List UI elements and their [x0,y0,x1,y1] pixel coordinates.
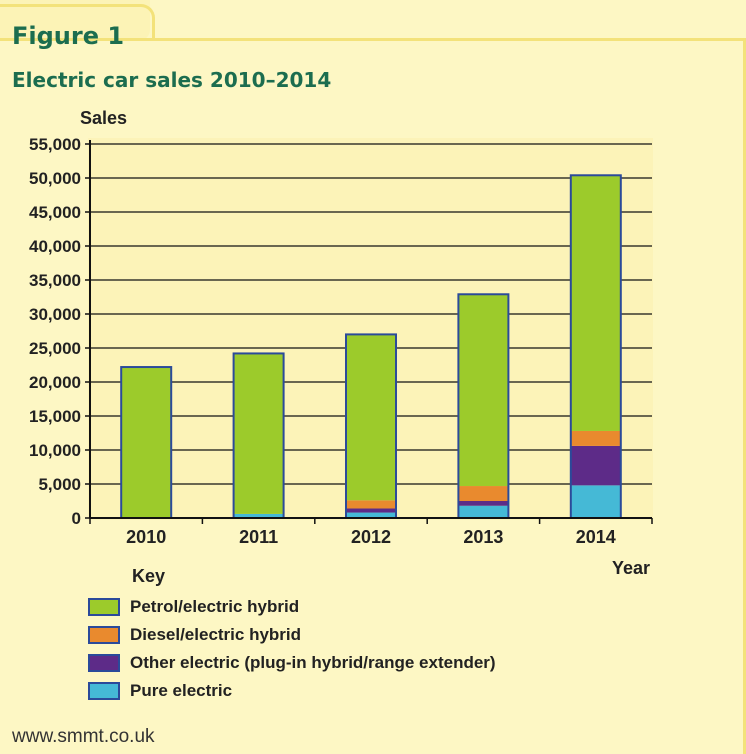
legend-item: Diesel/electric hybrid [88,625,301,645]
y-tick-label: 15,000 [29,407,81,426]
bar-segment [346,512,396,518]
legend-label: Diesel/electric hybrid [130,625,302,644]
bar-segment [458,486,509,501]
legend-swatch [88,598,120,616]
legend-item: Other electric (plug-in hybrid/range ext… [88,653,496,673]
legend-item: Petrol/electric hybrid [88,597,299,617]
x-axis-label: Year [612,558,650,578]
x-tick-label: 2011 [239,527,278,547]
axes [89,140,653,524]
bar-segment [458,501,509,506]
legend-swatch [88,682,120,700]
figure-label: Figure 1 [12,22,125,50]
figure-frame-right [743,38,746,754]
legend-label: Other electric (plug-in hybrid/range ext… [130,653,496,672]
y-tick-label: 10,000 [29,441,81,460]
y-tick-label: 40,000 [29,237,81,256]
bar-chart: 0 5,000 10,000 15,000 20,000 25,000 30,000 35,0… [29,108,653,578]
bar-segment [346,508,396,513]
bar-segment [458,505,509,518]
chart-title: Electric car sales 2010–2014 [12,68,332,92]
legend-label: Pure electric [130,681,233,700]
y-tick-label: 30,000 [29,305,81,324]
bar-segment [570,445,621,486]
bar-segment [570,485,621,518]
bar-segment [121,367,172,518]
bar-segment [570,175,621,431]
y-tick-labels: 0 5,000 10,000 15,000 20,000 25,000 30,000 35,0… [29,135,81,528]
legend-item: Pure electric [88,681,232,701]
y-tick-label: 20,000 [29,373,81,392]
legend-swatch [88,654,120,672]
bar-segment [233,353,284,514]
legend-swatch [88,626,120,644]
key-title: Key [132,566,166,586]
x-tick-label: 2013 [463,527,503,547]
figure-tab-edge [130,4,155,41]
figure-frame [0,38,746,754]
y-tick-label: 55,000 [29,135,81,154]
bar-segment [233,513,284,518]
y-tick-label: 5,000 [38,475,81,494]
bar-segment [346,500,396,509]
bar-segment [346,334,396,501]
x-tick-label: 2012 [351,527,391,547]
source-credit: www.smmt.co.uk [12,726,155,747]
y-tick-label: 45,000 [29,203,81,222]
y-tick-label: 50,000 [29,169,81,188]
y-axis-label: Sales [80,108,127,128]
figure-tab-border [0,4,140,7]
y-tick-label: 0 [72,509,81,528]
y-tick-label: 35,000 [29,271,81,290]
x-tick-label: 2014 [576,527,616,547]
bar-segment [458,294,509,487]
bar-segment [570,430,621,446]
bars [120,174,622,520]
x-tick-label: 2010 [126,527,166,547]
x-tick-labels: 2010 2011 2012 2013 2014 [126,527,616,547]
legend-label: Petrol/electric hybrid [130,597,300,616]
y-tick-label: 25,000 [29,339,81,358]
